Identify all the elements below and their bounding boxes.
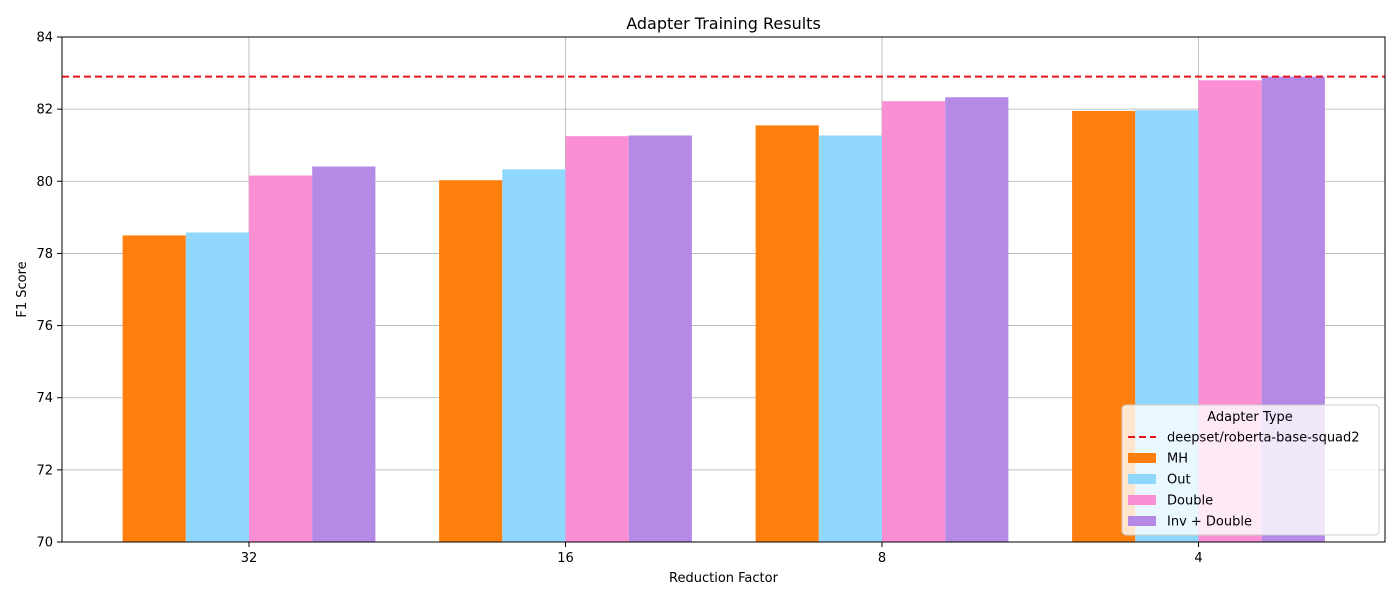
legend-swatch xyxy=(1128,474,1156,484)
legend-swatch xyxy=(1128,453,1156,463)
legend-entries: deepset/roberta-base-squad2 MH Out Double In… xyxy=(1128,431,1360,530)
bar xyxy=(502,169,566,542)
bar xyxy=(755,125,819,542)
x-tick-label: 4 xyxy=(1194,551,1202,566)
legend-label: MH xyxy=(1167,452,1188,467)
bar xyxy=(565,136,629,543)
x-ticks: 32 16 8 4 xyxy=(241,542,1203,566)
legend-title: Adapter Type xyxy=(1207,410,1293,425)
bar xyxy=(122,235,186,542)
x-axis-label: Reduction Factor xyxy=(669,571,779,586)
plot-frame xyxy=(61,36,1386,543)
bar xyxy=(439,180,503,543)
bar xyxy=(185,232,249,542)
bar xyxy=(249,175,313,542)
y-tick-label: 82 xyxy=(36,103,53,118)
x-tick-label: 8 xyxy=(878,551,886,566)
x-tick-label: 32 xyxy=(241,551,258,566)
y-tick-label: 72 xyxy=(36,463,53,478)
bar xyxy=(818,135,882,542)
y-tick-label: 80 xyxy=(36,175,53,190)
legend-swatch xyxy=(1128,516,1156,526)
legend-label: Inv + Double xyxy=(1167,515,1252,530)
bar xyxy=(945,97,1009,542)
chart-title: Adapter Training Results xyxy=(626,14,821,33)
legend: Adapter Type deepset/roberta-base-squad2… xyxy=(1121,404,1380,536)
legend-label: Double xyxy=(1167,494,1213,509)
bar xyxy=(628,135,692,542)
x-tick-label: 16 xyxy=(557,551,574,566)
y-ticks: 70 72 74 76 78 80 82 84 xyxy=(36,31,62,551)
y-tick-label: 76 xyxy=(36,319,53,334)
y-tick-label: 70 xyxy=(36,536,53,551)
y-tick-label: 78 xyxy=(36,247,53,262)
legend-label: deepset/roberta-base-squad2 xyxy=(1167,431,1360,446)
legend-swatch xyxy=(1128,495,1156,505)
bar xyxy=(312,166,376,542)
y-tick-label: 84 xyxy=(36,31,53,46)
legend-box xyxy=(1121,404,1380,536)
y-tick-label: 74 xyxy=(36,391,53,406)
y-axis-label: F1 Score xyxy=(15,261,30,317)
legend-label: Out xyxy=(1167,473,1191,488)
bar xyxy=(882,101,946,542)
